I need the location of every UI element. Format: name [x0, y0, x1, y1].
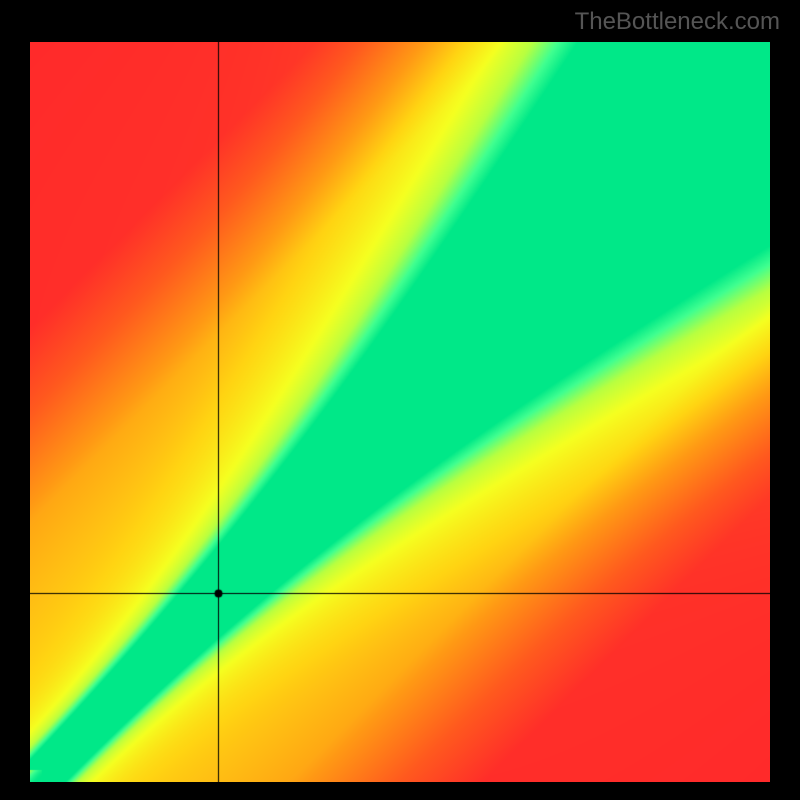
chart-container: TheBottleneck.com	[0, 0, 800, 800]
watermark-text: TheBottleneck.com	[575, 8, 780, 36]
bottleneck-heatmap	[30, 42, 770, 782]
